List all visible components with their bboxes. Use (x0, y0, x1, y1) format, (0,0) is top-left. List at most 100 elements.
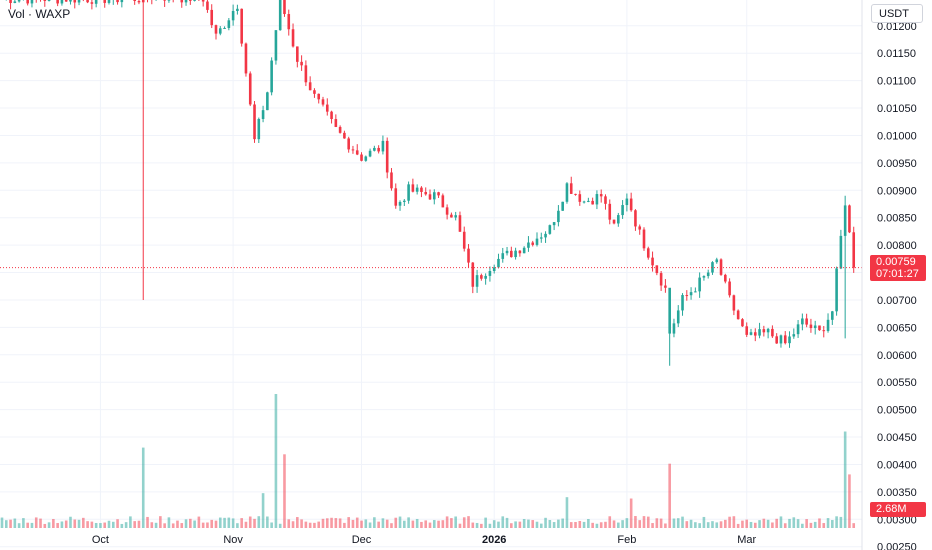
volume-bar (30, 522, 34, 528)
volume-bar (467, 516, 470, 528)
candle-body (514, 250, 517, 258)
candle-body (501, 253, 505, 259)
volume-bar (189, 518, 192, 528)
candle-body (779, 335, 783, 344)
candle-body (544, 233, 547, 238)
volume-bar (638, 520, 642, 528)
price-tick-label: 0.00500 (877, 405, 917, 417)
candle-body (30, 0, 34, 4)
volume-bar (753, 522, 757, 528)
candle-body (189, 0, 192, 1)
volume-bar (103, 522, 107, 528)
candle-body (120, 0, 124, 3)
volume-bar (266, 516, 269, 528)
candle-body (248, 73, 252, 105)
volume-bar (47, 522, 51, 528)
candle-body (398, 201, 402, 206)
volume-bar (390, 523, 393, 528)
candle-body (775, 336, 778, 344)
volume-bar (52, 518, 55, 528)
candle-body (441, 195, 445, 208)
candle-body (403, 200, 406, 202)
volume-bar (681, 516, 684, 528)
volume-bar (706, 522, 710, 528)
candle-body (783, 335, 787, 344)
volume-bar (621, 520, 624, 528)
volume-bar (56, 523, 59, 528)
price-tick-label: 0.00650 (877, 322, 917, 334)
volume-bar (317, 521, 321, 528)
candle-body (347, 138, 350, 150)
volume-bar (552, 522, 556, 528)
candle-body (287, 14, 291, 30)
candle-body (467, 248, 470, 263)
candle-body (180, 0, 184, 3)
time-tick-label: Oct (92, 534, 109, 546)
candle-body (724, 274, 727, 282)
candle-body (107, 0, 111, 3)
volume-bar (373, 517, 376, 528)
volume-bar (0, 517, 4, 528)
volume-bar (347, 517, 350, 528)
volume-bar (518, 521, 522, 528)
volume-bar (779, 516, 783, 528)
candle-body (253, 104, 256, 140)
candle-body (809, 324, 813, 329)
currency-selector[interactable]: USDT (871, 4, 923, 23)
time-axis[interactable]: Oct Nov Dec 2026 Feb Mar (92, 534, 757, 546)
volume-bar (698, 523, 701, 528)
volume-bar (557, 519, 560, 528)
candle-body (531, 242, 535, 245)
volume-bar (69, 516, 72, 528)
candle-body (141, 0, 145, 3)
candle-body (338, 126, 342, 133)
volume-bar (22, 518, 25, 528)
candle-body (826, 319, 830, 331)
volume-bar (651, 523, 654, 528)
candle-body (736, 310, 740, 320)
candle-body (557, 210, 560, 223)
candle-body (415, 187, 419, 192)
volume-bar (711, 521, 714, 528)
price-candles (5, 0, 856, 366)
candle-body (90, 2, 94, 4)
candle-body (518, 250, 522, 254)
volume-bar (848, 474, 851, 528)
volume-bar (758, 520, 761, 528)
candle-body (745, 326, 749, 335)
grid-lines (0, 0, 862, 548)
volume-bar (544, 517, 547, 528)
candle-body (266, 92, 269, 111)
volume-bar (325, 518, 329, 528)
candle-body (702, 276, 706, 278)
volume-bar (646, 516, 650, 528)
candle-body (103, 0, 107, 3)
candle-body (236, 8, 239, 12)
candle-body (291, 29, 295, 47)
volume-indicator-label: Vol · WAXP (8, 7, 71, 21)
price-axis[interactable]: 0.01200 0.01150 0.01100 0.01050 0.01000 0.009… (861, 0, 917, 550)
candle-body (206, 1, 209, 10)
volume-bar (428, 522, 432, 528)
candle-body (664, 285, 667, 288)
volume-bar (274, 394, 278, 528)
volume-bar (664, 523, 667, 528)
volume-bar (441, 520, 445, 528)
candle-body (214, 25, 218, 34)
volume-bar (604, 521, 607, 528)
candle-body (612, 219, 616, 224)
candle-body (94, 0, 98, 4)
candle-body (201, 0, 205, 2)
candle-body (753, 332, 757, 336)
volume-bar (569, 522, 573, 528)
candle-body (47, 0, 51, 1)
candle-body (625, 198, 629, 206)
candle-body (651, 257, 654, 266)
candle-body (629, 198, 633, 211)
candle-body (428, 194, 432, 200)
volume-bar (591, 522, 594, 528)
volume-bar (715, 522, 719, 528)
volume-bar (510, 523, 513, 528)
